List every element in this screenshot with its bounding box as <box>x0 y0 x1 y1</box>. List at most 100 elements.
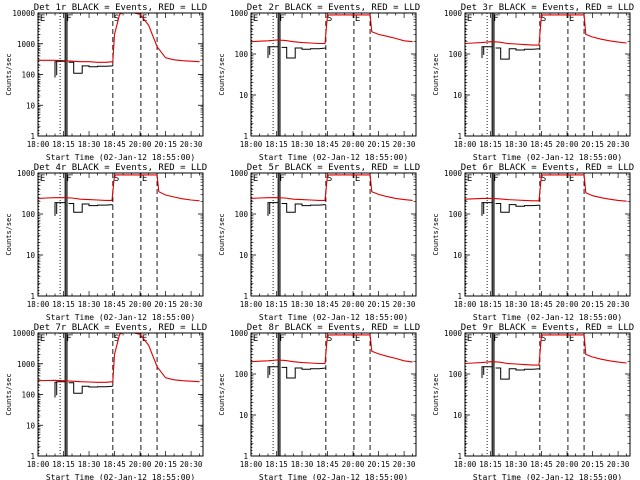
x-tick-label: 18:15 <box>265 300 288 309</box>
chart-title: Det 4r BLACK = Events, RED = LLD <box>34 163 207 173</box>
chart-panel-3: Det 3r BLACK = Events, RED = LLD Start Ti… <box>432 3 634 162</box>
y-tick-label: 100 <box>448 210 462 219</box>
time-marker-letter: S <box>327 174 332 184</box>
x-tick-label: 20:30 <box>607 300 630 309</box>
y-tick-label: 1000 <box>17 169 36 178</box>
time-marker-letter: E <box>40 174 45 184</box>
y-tick-label: 100 <box>448 50 462 59</box>
y-tick-label: 100 <box>21 210 35 219</box>
y-tick-label: 10 <box>453 411 463 420</box>
x-tick-label: 18:45 <box>530 140 553 149</box>
lld-series-line <box>465 334 627 366</box>
chart-panel-2: Det 2r BLACK = Events, RED = LLD Start Ti… <box>218 3 420 162</box>
y-tick-label: 100 <box>234 50 248 59</box>
chart-title: Det 7r BLACK = Events, RED = LLD <box>34 323 207 333</box>
x-tick-label: 18:30 <box>291 300 314 309</box>
time-marker-letter: S <box>541 174 546 184</box>
x-tick-label: 20:00 <box>129 460 152 469</box>
time-marker-letter: F <box>279 14 284 24</box>
time-marker-letter: F <box>279 334 284 344</box>
chart-title: Det 9r BLACK = Events, RED = LLD <box>461 323 634 333</box>
y-tick-label: 10 <box>26 251 36 260</box>
x-axis-label: Start Time (02-Jan-12 18:55:00) <box>473 313 622 322</box>
time-marker-letter: F <box>493 174 498 184</box>
y-tick-label: 1000 <box>230 169 249 178</box>
plot-frame <box>37 12 204 137</box>
y-tick-label: 10 <box>239 91 249 100</box>
x-tick-label: 18:15 <box>265 140 288 149</box>
x-axis-label: Start Time (02-Jan-12 18:55:00) <box>46 153 195 162</box>
chart-title: Det 3r BLACK = Events, RED = LLD <box>461 3 634 13</box>
x-tick-label: 18:15 <box>479 140 502 149</box>
chart-panel-4: Det 4r BLACK = Events, RED = LLD Start Ti… <box>5 163 207 322</box>
y-tick-label: 1000 <box>17 40 36 49</box>
chart-title: Det 8r BLACK = Events, RED = LLD <box>247 323 420 333</box>
x-tick-label: 18:45 <box>530 460 553 469</box>
time-marker-letter: E <box>355 14 360 24</box>
plot-frame <box>37 332 204 457</box>
lld-series-line <box>251 334 413 365</box>
x-tick-label: 20:15 <box>367 300 390 309</box>
x-tick-label: 20:00 <box>342 300 365 309</box>
chart-panel-5: Det 5r BLACK = Events, RED = LLD Start Ti… <box>218 163 420 322</box>
time-marker-letter: E <box>253 14 258 24</box>
y-tick-label: 10 <box>239 251 249 260</box>
y-tick-label: 1000 <box>444 329 463 338</box>
x-tick-label: 20:15 <box>367 140 390 149</box>
x-axis-label: Start Time (02-Jan-12 18:55:00) <box>473 153 622 162</box>
events-series-line <box>481 366 493 378</box>
plot-frame <box>250 172 417 297</box>
time-marker-letter: E <box>569 334 574 344</box>
y-axis-label: Counts/sec <box>5 53 13 95</box>
x-tick-label: 18:30 <box>78 460 101 469</box>
chart-title: Det 5r BLACK = Events, RED = LLD <box>247 163 420 173</box>
y-axis-label: Counts/sec <box>432 213 440 255</box>
y-tick-label: 1000 <box>230 329 249 338</box>
chart-panel-6: Det 6r BLACK = Events, RED = LLD Start Ti… <box>432 163 634 322</box>
y-tick-label: 10000 <box>12 9 35 18</box>
x-tick-label: 20:00 <box>556 140 579 149</box>
events-series-line <box>267 202 279 216</box>
x-tick-label: 20:30 <box>180 140 203 149</box>
y-tick-label: 100 <box>21 71 35 80</box>
x-tick-label: 20:30 <box>180 460 203 469</box>
time-marker-letter: E <box>355 334 360 344</box>
y-tick-label: 1000 <box>17 360 36 369</box>
time-marker-letter: S <box>114 334 119 344</box>
y-tick-label: 100 <box>448 370 462 379</box>
time-marker-letter: E <box>142 14 147 24</box>
x-tick-label: 18:30 <box>78 300 101 309</box>
y-tick-label: 1000 <box>230 9 249 18</box>
x-tick-label: 20:30 <box>180 300 203 309</box>
y-tick-label: 1 <box>243 452 248 461</box>
time-marker-letter: E <box>142 334 147 344</box>
x-tick-label: 18:15 <box>479 300 502 309</box>
x-tick-label: 20:00 <box>129 140 152 149</box>
lld-series-line <box>38 333 200 383</box>
events-series-line <box>54 381 66 398</box>
x-tick-label: 20:00 <box>556 460 579 469</box>
x-tick-label: 20:15 <box>581 300 604 309</box>
events-series-line <box>68 203 113 213</box>
x-tick-label: 18:30 <box>291 140 314 149</box>
y-tick-label: 10000 <box>12 329 35 338</box>
y-tick-label: 1 <box>457 132 462 141</box>
x-tick-label: 20:30 <box>607 140 630 149</box>
x-tick-label: 20:15 <box>581 140 604 149</box>
x-tick-label: 18:30 <box>505 140 528 149</box>
x-tick-label: 20:00 <box>342 140 365 149</box>
x-tick-label: 18:30 <box>505 300 528 309</box>
x-tick-label: 18:45 <box>316 460 339 469</box>
x-tick-label: 18:45 <box>103 140 126 149</box>
x-tick-label: 18:15 <box>52 300 75 309</box>
x-tick-label: 18:00 <box>454 140 477 149</box>
time-marker-letter: S <box>541 14 546 24</box>
chart-title: Det 6r BLACK = Events, RED = LLD <box>461 163 634 173</box>
y-axis-label: Counts/sec <box>432 53 440 95</box>
x-tick-label: 20:15 <box>154 300 177 309</box>
x-tick-label: 20:00 <box>129 300 152 309</box>
x-tick-label: 20:30 <box>393 300 416 309</box>
events-series-line <box>267 46 279 58</box>
events-series-line <box>495 367 540 380</box>
